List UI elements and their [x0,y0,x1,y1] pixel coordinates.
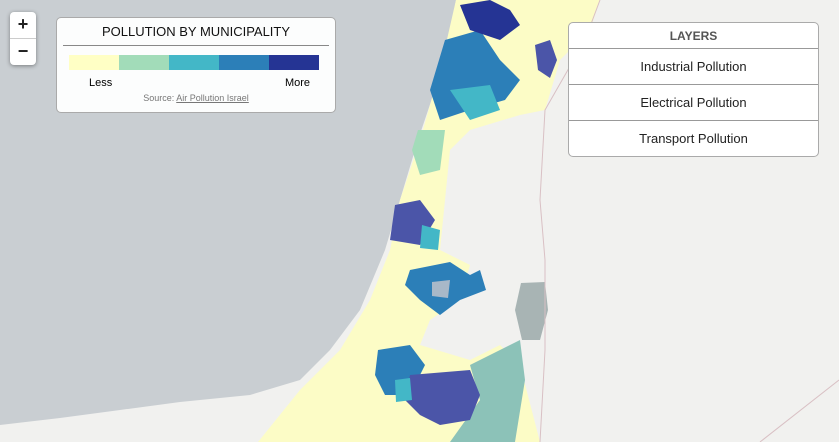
layer-button[interactable]: Electrical Pollution [569,84,818,120]
layers-panel: LAYERS Industrial Pollution Electrical Po… [568,22,819,157]
legend: POLLUTION BY MUNICIPALITY Less More Sour… [56,17,336,113]
legend-ends: Less More [89,77,310,89]
zoom-control: + − [10,12,36,65]
source-link[interactable]: Air Pollution Israel [176,93,249,103]
legend-title: POLLUTION BY MUNICIPALITY [101,24,291,39]
legend-swatch [119,55,169,70]
region [412,130,445,175]
region [432,280,450,298]
layer-button[interactable]: Transport Pollution [569,120,818,156]
region [395,378,412,402]
zoom-out[interactable]: − [10,38,36,65]
region [460,0,520,40]
border [759,379,839,442]
source: Source: Air Pollution Israel [57,93,335,103]
low-label: Less [89,77,113,89]
legend-swatch [269,55,319,70]
region [535,40,557,78]
divider [63,45,329,46]
region [420,225,440,250]
region [405,370,480,425]
legend-swatch [169,55,219,70]
region [450,85,500,120]
legend-swatch [69,55,119,70]
legend-swatch [219,55,269,70]
source-prefix: Source: [143,93,175,103]
legend-swatches [69,55,335,70]
region [430,30,520,120]
zoom-in[interactable]: + [17,14,29,34]
high-label: More [284,77,310,89]
layer-button[interactable]: Industrial Pollution [569,48,818,84]
layers-title: LAYERS [669,29,718,43]
region [515,282,548,340]
